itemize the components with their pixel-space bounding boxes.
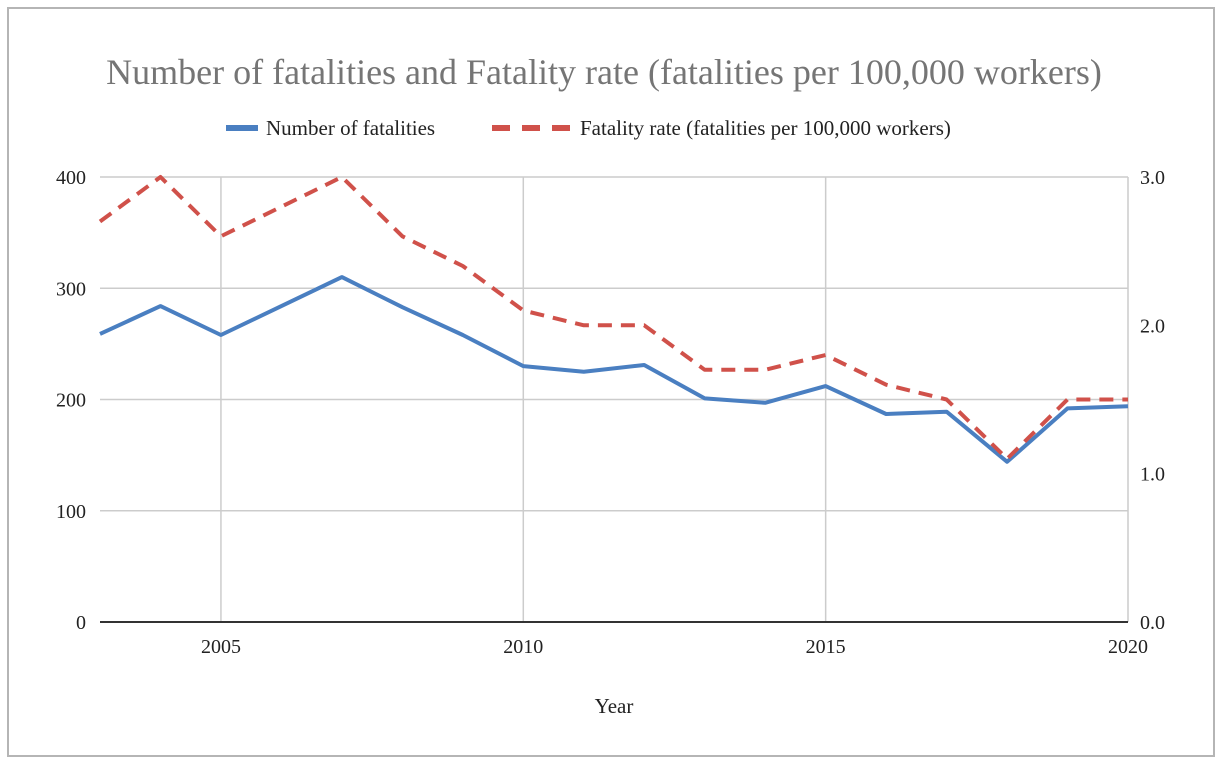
y-left-tick-label: 200 xyxy=(56,390,86,412)
y-left-tick-label: 0 xyxy=(76,612,86,634)
x-tick-label: 2005 xyxy=(201,636,241,658)
legend-label-fatality-rate: Fatality rate (fatalities per 100,000 wo… xyxy=(580,116,951,140)
chart-title: Number of fatalities and Fatality rate (… xyxy=(106,52,1102,92)
y-left-tick-label: 300 xyxy=(56,278,86,300)
x-tick-label: 2015 xyxy=(806,636,846,658)
y-right-tick-label: 1.0 xyxy=(1140,464,1165,486)
series-line-fatality-rate xyxy=(98,175,1128,461)
tick-labels: 0 100 200 300 400 0.0 1.0 2.0 3.0 2005 2010 2015 202… xyxy=(56,167,1165,658)
y-left-tick-label: 400 xyxy=(56,167,86,189)
legend-label-fatalities: Number of fatalities xyxy=(266,116,435,140)
legend: Number of fatalities Fatality rate (fata… xyxy=(226,116,951,140)
y-left-tick-label: 100 xyxy=(56,501,86,523)
y-right-tick-label: 0.0 xyxy=(1140,612,1165,634)
x-tick-label: 2020 xyxy=(1108,636,1148,658)
x-tick-label: 2010 xyxy=(503,636,543,658)
x-axis-title: Year xyxy=(595,694,634,718)
chart-frame xyxy=(7,7,1215,757)
y-right-tick-label: 3.0 xyxy=(1140,167,1165,189)
series-line-fatalities xyxy=(99,275,1129,464)
gridlines xyxy=(100,176,1129,622)
y-right-tick-label: 2.0 xyxy=(1140,315,1165,337)
series-lines xyxy=(98,175,1129,464)
